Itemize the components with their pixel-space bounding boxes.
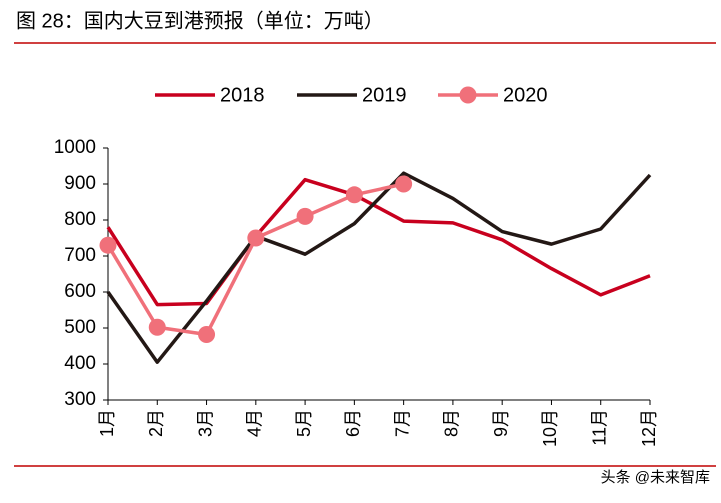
series-line <box>106 171 652 364</box>
x-tick-label: 8月 <box>442 409 462 437</box>
y-tick-label: 500 <box>64 317 96 338</box>
series-marker <box>247 229 265 247</box>
series-marker <box>345 186 363 204</box>
watermark: 头条 @未来智库 <box>601 468 710 486</box>
series-marker <box>296 207 314 225</box>
legend-label: 2020 <box>503 84 548 106</box>
y-tick-label: 900 <box>64 173 96 194</box>
series-marker <box>148 318 166 336</box>
x-tick-label: 3月 <box>195 409 215 437</box>
y-tick-label: 600 <box>64 281 96 302</box>
chart-title: 图 28：国内大豆到港预报（单位：万吨） <box>16 9 384 32</box>
series-line <box>106 177 651 307</box>
series-marker <box>395 175 413 193</box>
legend-marker <box>459 86 477 104</box>
x-tick-label: 7月 <box>392 409 412 437</box>
x-tick-label: 1月 <box>97 409 117 437</box>
legend-label: 2019 <box>362 84 407 106</box>
y-tick-label: 400 <box>64 353 96 374</box>
y-tick-label: 800 <box>64 209 96 230</box>
y-tick-label: 700 <box>64 245 96 266</box>
series-marker <box>99 236 117 254</box>
x-tick-label: 2月 <box>146 409 166 437</box>
x-tick-label: 6月 <box>343 409 363 437</box>
x-tick-label: 5月 <box>294 409 314 437</box>
legend-label: 2018 <box>220 84 265 106</box>
x-tick-label: 10月 <box>540 409 560 447</box>
series-marker <box>198 325 216 343</box>
x-tick-label: 11月 <box>589 409 609 446</box>
y-tick-label: 1000 <box>54 137 96 158</box>
x-tick-label: 12月 <box>639 409 659 447</box>
x-tick-label: 9月 <box>491 409 511 437</box>
y-tick-label: 300 <box>64 389 96 410</box>
x-tick-label: 4月 <box>245 409 265 437</box>
series-line <box>106 182 405 337</box>
